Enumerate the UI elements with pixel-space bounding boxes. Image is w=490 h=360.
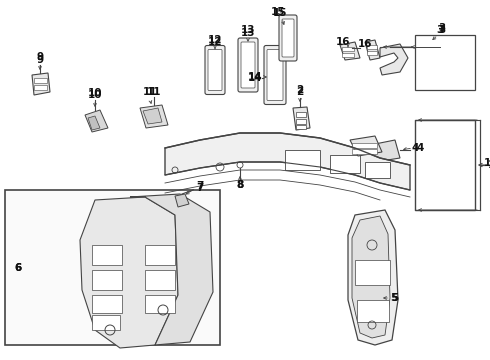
Bar — [415, 120, 475, 210]
Bar — [296, 125, 306, 129]
Text: 10: 10 — [88, 90, 102, 100]
Bar — [357, 300, 389, 322]
Bar — [365, 162, 390, 178]
FancyBboxPatch shape — [282, 19, 294, 57]
Text: 1: 1 — [483, 158, 490, 168]
Bar — [145, 295, 175, 313]
Text: 2: 2 — [296, 87, 304, 97]
Text: 3: 3 — [439, 25, 445, 35]
Bar — [145, 270, 175, 290]
FancyBboxPatch shape — [267, 49, 283, 100]
Text: 13: 13 — [241, 25, 255, 35]
Text: 9: 9 — [36, 55, 44, 65]
Text: 16: 16 — [336, 37, 350, 47]
Bar — [352, 149, 377, 154]
Text: 5: 5 — [392, 293, 399, 303]
Text: 12: 12 — [208, 37, 222, 47]
Polygon shape — [340, 42, 360, 60]
Polygon shape — [370, 140, 400, 162]
Text: 11: 11 — [147, 87, 161, 97]
Text: 3: 3 — [437, 25, 443, 35]
Text: 14: 14 — [247, 73, 262, 83]
Text: 15: 15 — [273, 8, 287, 18]
Bar — [342, 53, 354, 57]
Text: 7: 7 — [196, 183, 204, 193]
Text: 9: 9 — [36, 52, 44, 62]
Bar — [367, 51, 377, 55]
Bar — [92, 295, 122, 313]
Text: 4: 4 — [411, 143, 418, 153]
Text: 12: 12 — [208, 35, 222, 45]
FancyBboxPatch shape — [205, 45, 225, 94]
Text: 6: 6 — [14, 263, 22, 273]
Polygon shape — [350, 136, 382, 156]
Bar — [355, 260, 390, 285]
FancyBboxPatch shape — [208, 49, 222, 90]
Polygon shape — [175, 194, 189, 207]
Bar — [296, 119, 306, 124]
Polygon shape — [348, 210, 398, 345]
Text: 15: 15 — [271, 7, 285, 17]
Polygon shape — [32, 73, 50, 95]
Bar — [415, 35, 475, 90]
Bar — [296, 112, 306, 117]
Bar — [34, 78, 47, 83]
Polygon shape — [380, 44, 408, 75]
Text: 4: 4 — [416, 143, 424, 153]
Text: 1: 1 — [488, 160, 490, 170]
Polygon shape — [165, 133, 410, 190]
Polygon shape — [88, 116, 100, 130]
Polygon shape — [85, 110, 108, 132]
Bar — [5, 190, 220, 345]
Bar — [92, 315, 120, 330]
Polygon shape — [140, 105, 168, 128]
FancyBboxPatch shape — [264, 45, 286, 104]
Bar — [285, 150, 320, 170]
Text: 6: 6 — [14, 263, 22, 273]
Text: 5: 5 — [390, 293, 397, 303]
Text: 3: 3 — [439, 23, 445, 33]
FancyBboxPatch shape — [241, 42, 255, 88]
Text: 14: 14 — [247, 72, 262, 82]
Text: 8: 8 — [236, 180, 244, 190]
Polygon shape — [293, 107, 310, 130]
Polygon shape — [130, 194, 213, 345]
Bar — [330, 155, 360, 173]
FancyBboxPatch shape — [279, 15, 297, 61]
Bar — [92, 245, 122, 265]
Polygon shape — [352, 216, 390, 338]
Polygon shape — [365, 40, 380, 60]
Text: 11: 11 — [143, 87, 157, 97]
Text: 7: 7 — [196, 181, 204, 191]
FancyBboxPatch shape — [238, 38, 258, 92]
Text: 16: 16 — [358, 39, 372, 49]
Text: 8: 8 — [236, 180, 244, 190]
Text: 2: 2 — [296, 85, 304, 95]
Bar — [352, 143, 377, 148]
Polygon shape — [80, 197, 178, 348]
Polygon shape — [143, 108, 162, 124]
Bar — [34, 85, 47, 90]
Bar — [92, 270, 122, 290]
Bar — [145, 245, 175, 265]
Bar — [367, 45, 377, 49]
Text: 10: 10 — [88, 88, 102, 98]
Text: 13: 13 — [241, 28, 255, 38]
Bar — [342, 47, 354, 51]
